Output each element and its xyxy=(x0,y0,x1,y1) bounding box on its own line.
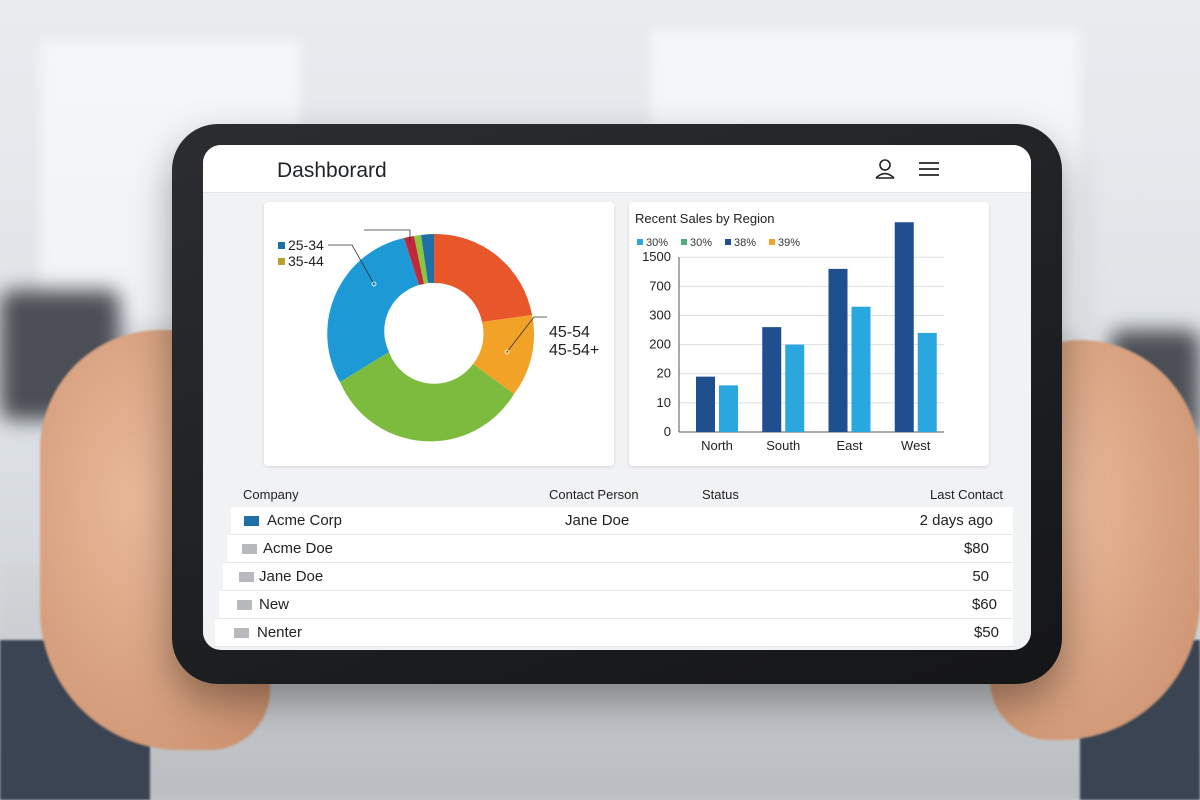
y-tick-label: 700 xyxy=(649,278,671,293)
donut-slice-orange-red xyxy=(434,233,532,322)
bar xyxy=(917,332,937,432)
legend-swatch xyxy=(278,258,285,265)
row-last-contact: $60 xyxy=(971,596,997,613)
donut-label-45-54-plus: 45-54+ xyxy=(549,342,599,359)
chart-title: Recent Sales by Region xyxy=(635,211,774,226)
table-header: Company Contact Person Status Last Conta… xyxy=(243,485,1003,509)
y-tick-label: 1500 xyxy=(642,249,671,264)
x-tick-label: South xyxy=(766,438,800,453)
bar xyxy=(894,222,914,432)
row-last-contact: $50 xyxy=(973,624,999,641)
row-company: Jane Doe xyxy=(259,568,324,585)
legend-swatch xyxy=(725,239,731,245)
donut-chart: 25-34 35-44 45-54 45-54+ xyxy=(278,229,599,442)
donut-label-25-34: 25-34 xyxy=(288,237,324,253)
leader-line xyxy=(506,316,547,353)
legend-entry: 38% xyxy=(734,237,756,249)
legend-entry: 30% xyxy=(646,237,668,249)
bar xyxy=(828,268,848,432)
x-tick-label: West xyxy=(901,438,931,453)
row-last-contact: 2 days ago xyxy=(919,512,993,529)
legend-swatch xyxy=(769,239,775,245)
y-tick-label: 0 xyxy=(664,424,671,439)
bar xyxy=(785,344,805,432)
row-company: Acme Doe xyxy=(263,540,334,557)
page-title: Dashborard xyxy=(277,159,387,182)
top-bar: Dashborard xyxy=(203,145,1031,193)
row-color-swatch xyxy=(242,544,257,554)
column-header-company: Company xyxy=(243,487,299,502)
row-company: Nenter xyxy=(257,624,303,641)
column-header-contact-person: Contact Person xyxy=(549,487,639,502)
x-tick-label: North xyxy=(701,438,733,453)
table-row[interactable]: Jane Doe 50 xyxy=(223,563,1013,591)
bar xyxy=(762,327,782,432)
donut-slice-green xyxy=(340,352,514,442)
x-tick-label: East xyxy=(836,438,862,453)
row-color-swatch xyxy=(239,572,254,582)
row-company: New xyxy=(259,596,290,613)
legend-entry: 30% xyxy=(690,237,712,249)
donut-slice-lime xyxy=(414,235,428,284)
y-tick-label: 20 xyxy=(657,366,671,381)
tablet-screen: Dashborard xyxy=(203,145,1031,650)
y-tick-label: 10 xyxy=(657,395,671,410)
row-color-swatch xyxy=(237,600,252,610)
user-icon[interactable] xyxy=(871,155,899,183)
table-row[interactable]: Acme Corp Jane Doe 2 days ago xyxy=(231,507,1013,535)
row-last-contact: $80 xyxy=(963,540,989,557)
table-row[interactable]: Acme Doe $80 xyxy=(227,535,1013,563)
bar xyxy=(851,306,871,432)
donut-slice-red xyxy=(404,236,424,285)
donut-slice-blue xyxy=(327,238,419,382)
legend-entry: 39% xyxy=(778,237,800,249)
bar-chart-card: Recent Sales by Region 30% 30% 38% 39% 0 10 2… xyxy=(629,202,989,466)
legend-swatch xyxy=(637,239,643,245)
donut-label-35-44: 35-44 xyxy=(288,253,324,269)
row-color-swatch xyxy=(244,516,259,526)
row-last-contact: 50 xyxy=(972,568,989,585)
legend-swatch xyxy=(278,242,285,249)
table-row[interactable]: New $60 xyxy=(219,591,1013,619)
donut-slice-orange xyxy=(473,315,534,394)
y-tick-label: 300 xyxy=(649,307,671,322)
row-company: Acme Corp xyxy=(267,512,343,529)
bar-chart: Recent Sales by Region 30% 30% 38% 39% 0 10 2… xyxy=(635,211,944,453)
donut-chart-card: 25-34 35-44 45-54 45-54+ xyxy=(264,202,614,466)
legend-swatch xyxy=(681,239,687,245)
row-color-swatch xyxy=(234,628,249,638)
donut-label-45-54: 45-54 xyxy=(549,324,590,341)
hamburger-menu-icon[interactable] xyxy=(915,155,943,183)
leader-line xyxy=(328,244,375,285)
donut-slice-navy xyxy=(421,234,434,283)
column-header-last-contact: Last Contact xyxy=(930,487,1003,502)
bar xyxy=(696,376,715,432)
y-tick-label: 200 xyxy=(649,337,671,352)
bar xyxy=(719,385,738,432)
row-contact-person: Jane Doe xyxy=(565,512,630,529)
column-header-status: Status xyxy=(702,487,739,502)
table-row[interactable]: Nenter $50 xyxy=(215,619,1013,647)
